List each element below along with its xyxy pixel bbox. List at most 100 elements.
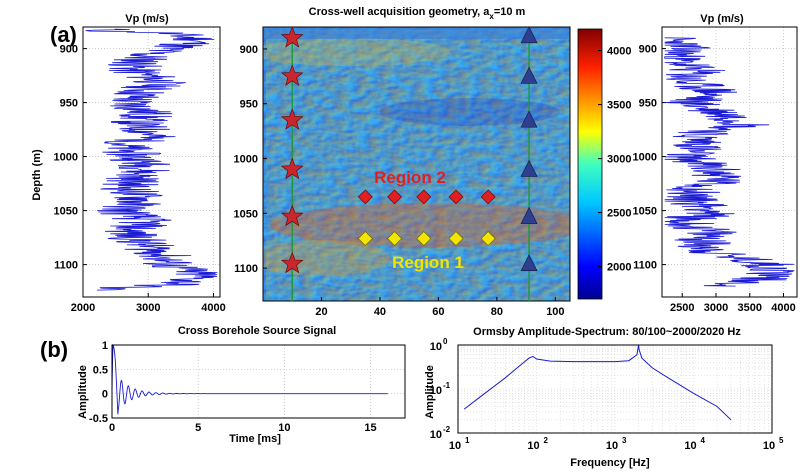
colorbar-gradient: [577, 28, 603, 300]
receiver-triangle: [520, 66, 538, 84]
source-signal-chart: Cross Borehole Source Signal Time [ms] A…: [77, 325, 406, 445]
y-tick-label: 1100: [234, 263, 258, 275]
panel-label-a: (a): [50, 22, 77, 47]
region-1-diamond: [480, 231, 496, 246]
y-tick-exponent: -2: [443, 425, 451, 434]
x-tick-exponent: 4: [701, 436, 706, 445]
y-tick-label: 1100: [54, 260, 78, 272]
panel-label-b: (b): [40, 337, 68, 362]
region-2-diamond: [387, 189, 402, 205]
source-signal-ylabel: Amplitude: [77, 365, 89, 419]
x-tick-label: 100: [546, 306, 564, 318]
vp-left-title: Vp (m/s): [125, 13, 169, 25]
x-tick-label: 3500: [738, 302, 762, 314]
y-tick-label: 950: [240, 99, 258, 111]
y-tick-label: 1000: [633, 152, 657, 164]
y-tick-label: 1000: [54, 152, 78, 164]
x-tick-label: 4000: [771, 302, 795, 314]
ormsby-spectrum-chart: Ormsby Amplitude-Spectrum: 80/100~2000/2…: [424, 326, 784, 469]
geometry-map-chart: Cross-well acquisition geometry, ax=10 m…: [234, 6, 571, 318]
y-tick-label: 950: [60, 98, 78, 110]
y-tick-label: 1000: [234, 154, 258, 166]
x-tick-label: 3000: [704, 302, 728, 314]
colorbar-tick-label: 2000: [607, 262, 631, 274]
plot-frame: [457, 344, 773, 434]
vp-trace: [664, 37, 795, 287]
ormsby-xlabel: Frequency [Hz]: [570, 457, 650, 469]
y-tick-label: 1050: [234, 208, 258, 220]
x-tick-exponent: 5: [779, 436, 784, 445]
region-1-diamond: [416, 231, 432, 246]
region-1-diamond: [448, 231, 464, 246]
vp-left-ylabel: Depth (m): [31, 149, 43, 201]
x-tick-label: 2500: [670, 302, 694, 314]
y-tick-label: 1: [102, 340, 108, 352]
x-tick-exponent: 3: [622, 436, 627, 445]
y-tick-label: 10: [430, 385, 442, 397]
x-tick-label: 40: [374, 306, 386, 318]
x-tick-label: 10: [449, 440, 461, 452]
x-tick-exponent: 2: [544, 436, 549, 445]
y-tick-label: 0.5: [93, 364, 108, 376]
y-tick-label: 950: [639, 98, 657, 110]
x-tick-label: 10: [278, 422, 290, 434]
region-1-diamond: [387, 231, 402, 246]
y-tick-exponent: -1: [443, 381, 451, 390]
source-signal-title: Cross Borehole Source Signal: [178, 325, 336, 337]
x-tick-label: 5: [195, 422, 201, 434]
x-tick-label: 10: [527, 440, 539, 452]
receiver-triangle: [520, 26, 538, 44]
ormsby-ylabel: Amplitude: [424, 365, 436, 419]
source-signal-xlabel: Time [ms]: [229, 433, 281, 445]
x-tick-label: 20: [315, 306, 327, 318]
y-tick-label: 900: [639, 44, 657, 56]
colorbar-tick-label: 2500: [607, 208, 631, 220]
receiver-triangle: [520, 159, 538, 177]
plot-frame: [111, 344, 406, 419]
x-tick-label: 60: [432, 306, 444, 318]
y-tick-label: 900: [60, 44, 78, 56]
colorbar-tick-label: 4000: [607, 46, 631, 58]
y-tick-label: 10: [430, 341, 442, 353]
receiver-triangle: [520, 206, 538, 224]
x-tick-label: 0: [109, 422, 115, 434]
x-tick-exponent: 1: [465, 436, 470, 445]
region-2-diamond: [448, 189, 464, 205]
x-tick-label: 10: [684, 440, 696, 452]
x-tick-label: 4000: [201, 302, 225, 314]
colorbar-tick-label: 3000: [607, 154, 631, 166]
colorbar-tick-label: 3500: [607, 100, 631, 112]
region-2-label: Region 2: [374, 168, 446, 187]
source-star: [280, 26, 304, 48]
region-2-diamond: [480, 189, 496, 205]
receiver-triangle: [520, 110, 538, 128]
y-tick-label: 10: [430, 429, 442, 441]
x-tick-label: 2000: [71, 302, 95, 314]
x-tick-label: 10: [763, 440, 775, 452]
region-2-diamond: [357, 189, 373, 205]
signal-trace: [111, 343, 388, 415]
source-star: [280, 64, 304, 86]
y-tick-label: 0: [102, 389, 108, 401]
region-2-diamond: [416, 189, 432, 205]
source-star: [280, 251, 304, 274]
y-tick-label: 1050: [633, 206, 657, 218]
vp-trace: [85, 28, 218, 291]
vp-right-chart: Vp (m/s) 2500 3000 3500 4000 900 950 1000 1050 1…: [633, 13, 798, 314]
plot-frame: [82, 26, 221, 298]
x-tick-label: 15: [364, 422, 376, 434]
vp-left-chart: Vp (m/s) Depth (m) 2000 3000 4000 900 950 100…: [31, 13, 226, 314]
spectrum-trace: [463, 344, 732, 421]
x-tick-label: 3000: [136, 302, 160, 314]
region-1-label: Region 1: [392, 253, 464, 272]
source-star: [280, 157, 304, 180]
y-tick-label: 900: [240, 44, 258, 56]
region-1-diamond: [357, 231, 373, 246]
source-star: [280, 204, 304, 227]
y-tick-label: 1050: [54, 206, 78, 218]
y-tick-exponent: 0: [443, 337, 448, 346]
x-tick-label: 10: [606, 440, 618, 452]
velocity-field: [263, 27, 570, 301]
